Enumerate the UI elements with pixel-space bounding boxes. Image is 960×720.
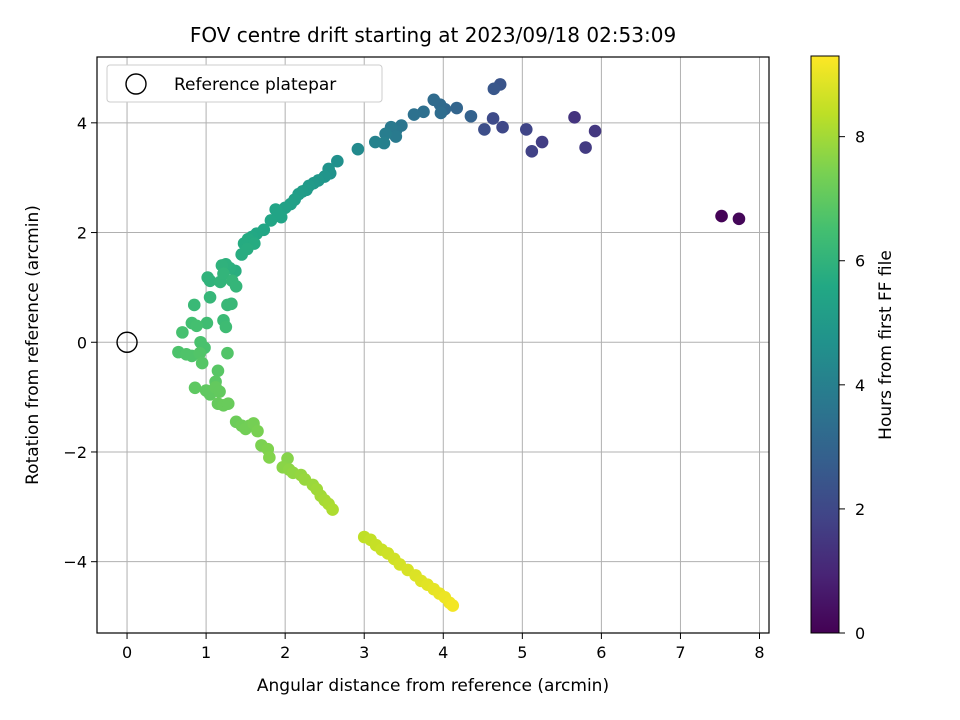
legend-box [106, 64, 383, 103]
y-tick-label: 4 [77, 114, 87, 133]
legend-label: Reference platepar [174, 75, 336, 95]
data-point [450, 101, 464, 115]
x-axis-label: Angular distance from reference (arcmin) [257, 676, 609, 696]
x-axis-ticks: 0 1 2 3 4 5 6 7 8 [122, 633, 765, 662]
data-point [326, 503, 339, 516]
data-point [229, 280, 243, 293]
legend: Reference platepar [106, 64, 383, 103]
data-point [188, 381, 202, 395]
legend-marker-icon [125, 73, 147, 95]
data-point [203, 290, 217, 304]
reference-platepar-marker [116, 331, 138, 353]
data-point [715, 209, 728, 223]
data-point [496, 120, 509, 134]
data-point [211, 364, 225, 378]
data-point [732, 212, 746, 226]
y-tick-label: −2 [63, 443, 87, 462]
data-point [176, 326, 189, 339]
y-tick-label: 0 [77, 333, 87, 352]
plot-frame [96, 56, 770, 634]
data-point [379, 127, 392, 141]
data-point [203, 274, 217, 288]
x-tick-label: 4 [438, 643, 448, 662]
colorbar: 0 2 4 6 8 Hours from first FF file [810, 55, 896, 643]
x-tick-label: 3 [359, 643, 369, 662]
data-point [263, 451, 276, 464]
y-tick-label: −4 [63, 553, 87, 572]
data-point [368, 135, 382, 149]
data-points [172, 78, 746, 612]
data-point [434, 106, 448, 120]
colorbar-tick-label: 0 [855, 624, 865, 643]
data-point [535, 135, 549, 149]
data-point [225, 297, 238, 311]
colorbar-tick-label: 4 [855, 376, 865, 395]
data-point [219, 320, 233, 334]
colorbar-tick-label: 6 [855, 252, 865, 271]
data-point [588, 124, 602, 138]
data-point [213, 385, 226, 398]
chart-title: FOV centre drift starting at 2023/09/18 … [190, 23, 676, 47]
data-point [351, 142, 365, 156]
data-point [427, 93, 441, 107]
data-point [407, 108, 421, 121]
data-point [217, 267, 230, 280]
x-tick-label: 5 [517, 643, 527, 662]
data-point [240, 242, 254, 256]
x-tick-label: 0 [122, 643, 132, 662]
data-point [525, 145, 539, 158]
colorbar-label: Hours from first FF file [876, 250, 896, 440]
data-point [187, 298, 201, 312]
data-point [417, 105, 430, 119]
data-point [221, 346, 234, 360]
data-point [579, 141, 592, 154]
data-point [200, 316, 214, 330]
data-point [195, 356, 209, 370]
data-point [269, 203, 282, 216]
x-tick-label: 6 [596, 643, 606, 662]
x-tick-label: 2 [280, 643, 290, 662]
data-point [486, 112, 500, 125]
data-point [190, 319, 203, 333]
data-point [487, 82, 501, 96]
y-axis-ticks: −4 −2 0 2 4 [63, 114, 97, 572]
x-tick-label: 7 [675, 643, 685, 662]
colorbar-ticks: 0 2 4 6 8 [839, 128, 865, 643]
x-tick-label: 8 [754, 643, 764, 662]
data-point [478, 123, 491, 136]
colorbar-tick-label: 8 [855, 128, 865, 147]
data-point [446, 599, 460, 612]
grid-lines [97, 57, 769, 633]
colorbar-tick-label: 2 [855, 500, 865, 519]
data-point [193, 346, 207, 360]
reference-marker [116, 331, 138, 353]
data-point [331, 154, 344, 168]
data-point [568, 111, 581, 124]
data-point [264, 214, 278, 227]
x-tick-label: 1 [201, 643, 211, 662]
data-point [251, 424, 264, 438]
colorbar-gradient [810, 55, 840, 634]
data-point [221, 397, 235, 410]
data-point [519, 123, 533, 136]
data-point [389, 130, 403, 143]
data-point [464, 109, 478, 123]
y-axis-label: Rotation from reference (arcmin) [23, 205, 43, 485]
y-tick-label: 2 [77, 224, 87, 243]
